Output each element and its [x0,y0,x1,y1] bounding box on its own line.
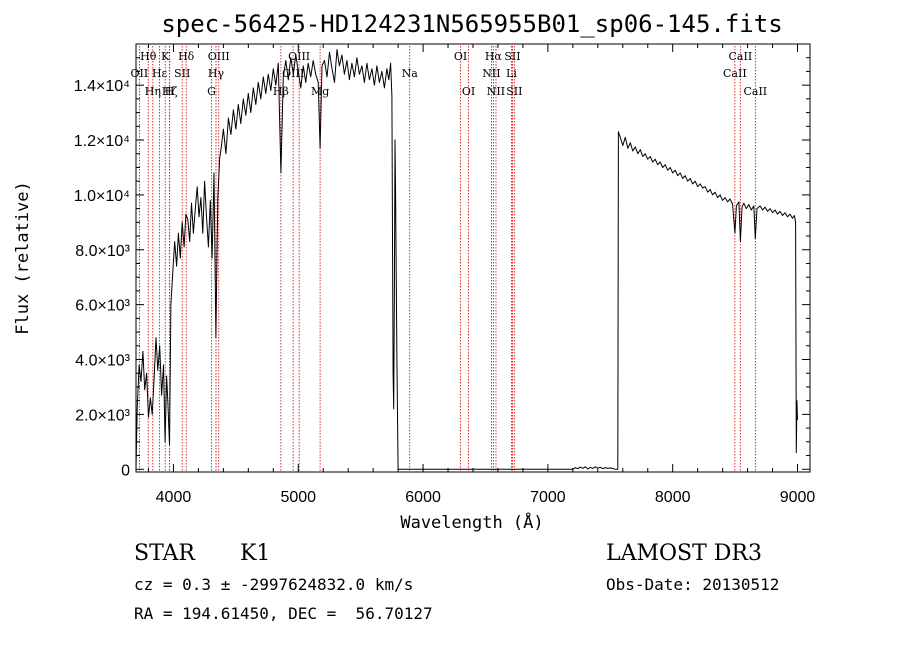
x-tick-label: 9000 [780,489,816,506]
object-subclass: K1 [240,541,270,566]
line-marker-label: Li [506,67,517,80]
line-marker-label: NII [487,85,505,98]
line-marker-label: Hγ [208,67,225,80]
line-marker-label: OII [131,67,149,80]
x-axis-label: Wavelength (Å) [400,511,543,533]
line-marker-label: CaII [729,50,753,63]
y-tick-label: 6.0×10³ [75,298,130,315]
chart-title: spec-56425-HD124231N565955B01_sp06-145.f… [161,10,782,38]
y-tick-label: 4.0×10³ [75,353,130,370]
line-marker-label: Na [402,67,419,80]
line-marker-label: CaII [723,67,747,80]
line-marker-label: Hη [145,85,161,98]
object-class: STAR [134,541,196,566]
x-tick-label: 5000 [280,489,316,506]
x-tick-label: 7000 [530,489,566,506]
x-axis-ticks: 4000 5000 6000 7000 8000 9000 [147,44,816,506]
line-marker-label: SII [504,50,520,63]
line-marker-label: Hβ [273,85,289,98]
x-tick-label: 6000 [405,489,441,506]
redshift-line: cz = 0.3 ± -2997624832.0 km/s [134,575,413,594]
y-tick-label: 0 [121,462,130,479]
line-marker-label: OIII [208,50,230,63]
line-marker-label: Hδ [178,50,195,63]
y-tick-label: 1.2×10⁴ [74,133,130,150]
line-marker-label: Hζ [162,85,178,98]
spectral-line-markers [138,46,756,472]
line-marker-label: NII [482,67,500,80]
plot-frame [135,43,811,473]
line-marker-label: Hθ [140,50,157,63]
observation-date: Obs-Date: 20130512 [606,575,779,594]
line-marker-label: CaII [743,85,767,98]
survey-name: LAMOST DR3 [606,541,762,566]
line-marker-label: Mg [311,85,329,98]
y-axis-ticks: 0 2.0×10³ 4.0×10³ 6.0×10³ 8.0×10³ 1.0×10⁴ 1.2×… [74,57,810,479]
line-marker-label: OI [462,85,475,98]
line-marker-label: Hα [485,50,503,63]
spectrum-series-line [135,49,798,470]
x-tick-label: 8000 [655,489,691,506]
line-marker-label: OIII [288,50,310,63]
y-axis-label: Flux (relative) [13,181,33,335]
line-marker-label: OI [454,50,467,63]
coordinates-line: RA = 194.61450, DEC = 56.70127 [134,604,433,623]
line-marker-label: Hε [152,67,168,80]
y-tick-label: 1.0×10⁴ [74,188,130,205]
line-marker-label: SII [174,67,190,80]
y-tick-label: 2.0×10³ [75,407,130,424]
line-marker-label: G [207,85,216,98]
y-tick-label: 1.4×10⁴ [74,78,130,95]
line-marker-label: K [161,50,170,63]
line-marker-label: SII [506,85,522,98]
x-tick-label: 4000 [156,489,192,506]
y-tick-label: 8.0×10³ [75,243,130,260]
line-marker-label: H [165,85,175,98]
